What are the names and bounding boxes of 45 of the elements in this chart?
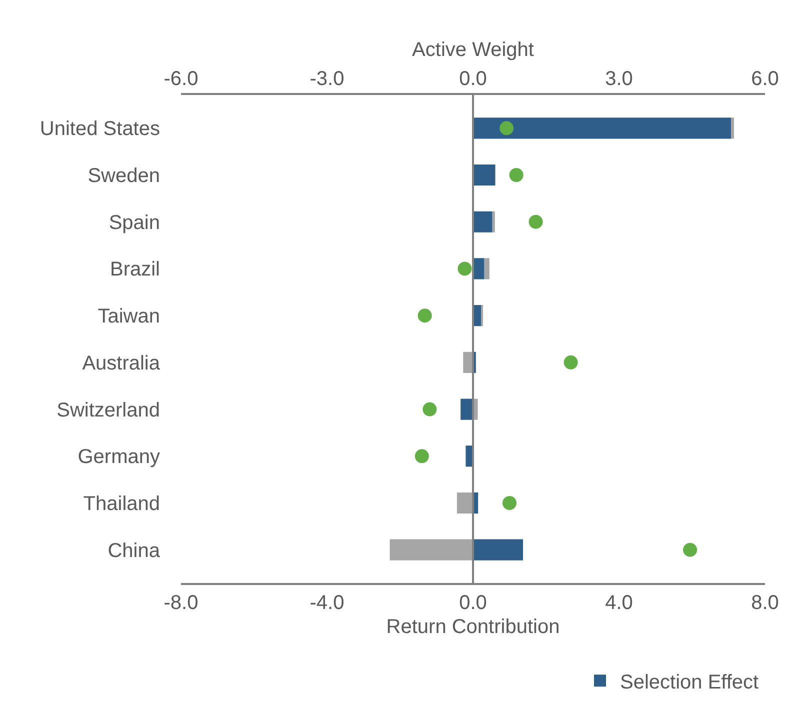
x2-tick-label: -3.0: [310, 68, 344, 90]
bar: [731, 118, 734, 139]
x2-tick-label: 6.0: [751, 68, 779, 90]
point: [528, 214, 543, 229]
x2-axis-title: Active Weight: [412, 39, 534, 61]
x-tick-label: -8.0: [164, 592, 198, 614]
x-tick-label: 8.0: [751, 592, 779, 614]
point: [500, 121, 514, 136]
point: [502, 496, 516, 510]
bar: [473, 258, 484, 280]
bar: [390, 539, 473, 560]
y-tick-label: Thailand: [83, 492, 160, 515]
bar: [473, 211, 492, 232]
bar: [473, 118, 732, 139]
bar: [484, 258, 490, 280]
point: [509, 168, 524, 182]
y-tick-label: China: [108, 540, 161, 562]
x-tick-label: -4.0: [310, 592, 344, 614]
legend-label: Selection Effect: [620, 671, 760, 694]
x2-tick-label: 0.0: [459, 68, 487, 90]
point: [458, 262, 472, 276]
point: [422, 402, 437, 416]
y-tick-label: Sweden: [88, 165, 160, 188]
point: [683, 542, 698, 557]
point: [414, 449, 429, 464]
y-tick-label: Switzerland: [56, 399, 160, 422]
point: [564, 355, 578, 370]
y-tick-label: Spain: [108, 212, 160, 234]
bar: [473, 539, 524, 560]
bar: [492, 211, 495, 232]
x-tick-label: 4.0: [605, 592, 633, 614]
x-tick-label: 0.0: [459, 592, 487, 614]
bar: [473, 164, 496, 186]
point: [418, 308, 432, 323]
x-axis-title: Return Contribution: [386, 616, 560, 638]
bar: [460, 398, 473, 420]
x2-tick-label: -6.0: [164, 68, 198, 90]
y-tick-label: Germany: [78, 446, 160, 468]
y-tick-label: Taiwan: [98, 306, 160, 328]
y-tick-label: United States: [40, 118, 160, 140]
y-tick-label: Brazil: [110, 258, 160, 281]
bar: [463, 352, 473, 373]
bar: [456, 492, 473, 514]
y-tick-label: Australia: [82, 352, 161, 374]
x2-tick-label: 3.0: [605, 68, 633, 90]
